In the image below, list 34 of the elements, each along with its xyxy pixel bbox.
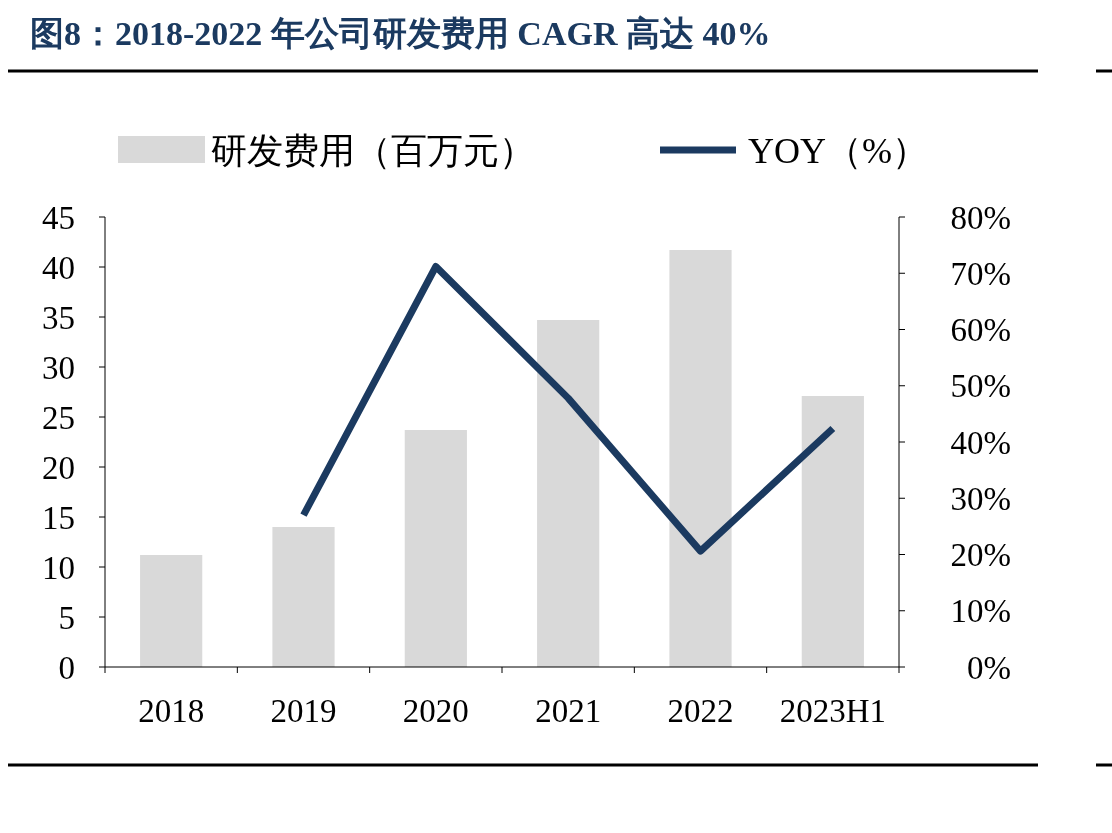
y-tick-label: 5 xyxy=(58,599,75,636)
y-tick-label: 30 xyxy=(42,349,75,386)
y2-tick-label: 70% xyxy=(950,255,1011,292)
chart-title: 图8：2018-2022 年公司研发费用 CAGR 高达 40% xyxy=(30,15,771,52)
y-tick-label: 35 xyxy=(42,299,75,336)
x-tick-label: 2023H1 xyxy=(779,693,887,729)
bar xyxy=(404,430,467,667)
x-tick-label: 2021 xyxy=(535,693,602,729)
y2-tick-label: 20% xyxy=(950,537,1011,574)
x-tick-label: 2018 xyxy=(138,693,205,729)
y2-tick-label: 10% xyxy=(950,593,1011,630)
bar xyxy=(537,320,600,667)
legend-label: 研发费用（百万元） xyxy=(211,130,535,171)
y2-tick-label: 30% xyxy=(950,480,1011,517)
y-tick-label: 0 xyxy=(58,649,75,686)
y2-tick-label: 60% xyxy=(950,312,1011,349)
y-tick-label: 40 xyxy=(42,249,75,286)
bar xyxy=(801,396,864,667)
x-tick-label: 2022 xyxy=(667,693,734,729)
x-tick-label: 2019 xyxy=(270,693,337,729)
legend-label: YOY（%） xyxy=(748,130,928,171)
y2-tick-label: 80% xyxy=(950,199,1011,236)
y-tick-label: 25 xyxy=(42,399,75,436)
bar xyxy=(669,250,732,667)
y-tick-label: 15 xyxy=(42,499,75,536)
x-tick-label: 2020 xyxy=(402,693,469,729)
bar xyxy=(140,555,203,667)
y-tick-label: 45 xyxy=(42,199,75,236)
bar xyxy=(272,527,335,667)
y2-tick-label: 50% xyxy=(950,368,1011,405)
y-tick-label: 10 xyxy=(42,549,75,586)
y-tick-label: 20 xyxy=(42,449,75,486)
y2-tick-label: 0% xyxy=(967,649,1011,686)
y2-tick-label: 40% xyxy=(950,424,1011,461)
